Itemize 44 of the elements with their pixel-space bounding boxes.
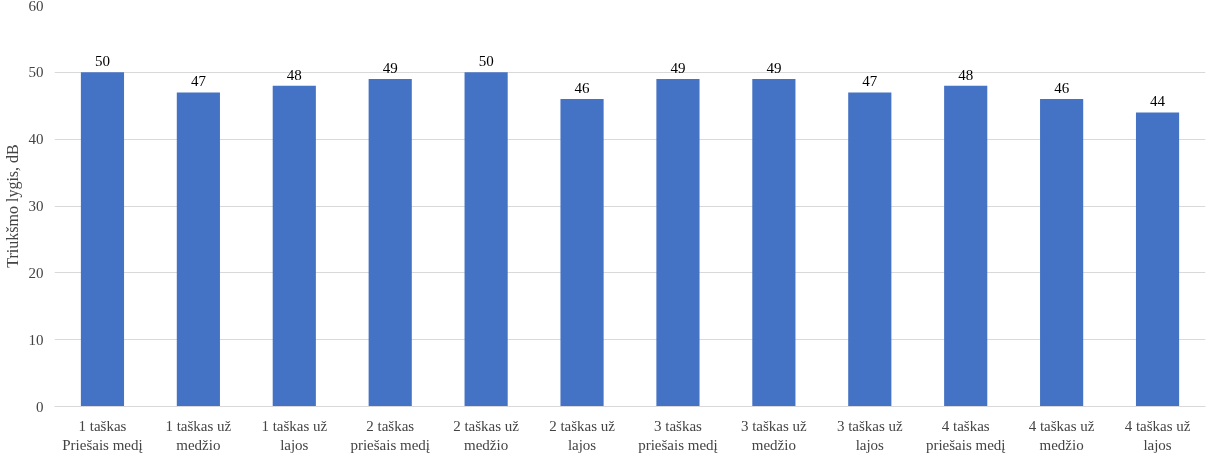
data-label: 48 bbox=[286, 66, 302, 83]
data-label: 46 bbox=[1054, 80, 1070, 97]
x-tick-label: 4 taškas už lajos bbox=[1124, 417, 1191, 453]
y-tick-label: 60 bbox=[28, 0, 44, 14]
bar bbox=[848, 92, 892, 407]
x-tick-label: 2 taškas už lajos bbox=[549, 417, 616, 453]
data-label: 47 bbox=[862, 73, 878, 90]
y-tick-label: 40 bbox=[28, 131, 44, 148]
x-tick-label: 3 taškas už lajos bbox=[836, 417, 904, 453]
x-tick-label: 4 taškas už medžio bbox=[1028, 417, 1095, 453]
x-tick-label: 4 taškas priešais medį bbox=[925, 417, 1006, 453]
x-tick-label: 1 taškas už medžio bbox=[165, 417, 232, 453]
bar bbox=[368, 79, 412, 407]
bar bbox=[1040, 99, 1084, 407]
data-label: 50 bbox=[478, 53, 494, 70]
bar bbox=[80, 72, 125, 407]
bar bbox=[752, 79, 796, 407]
x-tick-label: 1 taškas Priešais medį bbox=[62, 417, 143, 453]
data-label: 49 bbox=[670, 60, 686, 77]
bar bbox=[464, 72, 508, 407]
y-tick-label: 0 bbox=[36, 398, 44, 415]
x-tick-label: 2 taškas už medžio bbox=[453, 417, 520, 453]
data-label: 47 bbox=[190, 73, 207, 90]
bar bbox=[656, 79, 700, 407]
x-tick-label: 3 taškas už medžio bbox=[740, 417, 808, 453]
data-label: 50 bbox=[94, 53, 110, 70]
y-tick-label: 50 bbox=[28, 64, 44, 81]
x-tick-label: 3 taškas priešais medį bbox=[638, 417, 718, 453]
bar bbox=[944, 85, 988, 407]
bar bbox=[1135, 112, 1180, 407]
data-label: 48 bbox=[958, 66, 974, 83]
x-tick-label: 2 taškas priešais medį bbox=[350, 417, 430, 453]
bar bbox=[272, 85, 316, 407]
bar bbox=[560, 99, 604, 407]
bar bbox=[176, 92, 220, 407]
data-label: 49 bbox=[382, 60, 398, 77]
x-tick-label: 1 taškas už lajos bbox=[261, 417, 328, 453]
data-label: 44 bbox=[1150, 93, 1166, 110]
y-tick-label: 20 bbox=[28, 264, 44, 281]
data-label: 46 bbox=[574, 80, 591, 97]
y-axis-title: Triukšmo lygis, dB bbox=[3, 144, 22, 268]
data-label: 49 bbox=[766, 60, 782, 77]
y-tick-label: 10 bbox=[28, 331, 44, 348]
y-tick-label: 30 bbox=[28, 198, 44, 214]
